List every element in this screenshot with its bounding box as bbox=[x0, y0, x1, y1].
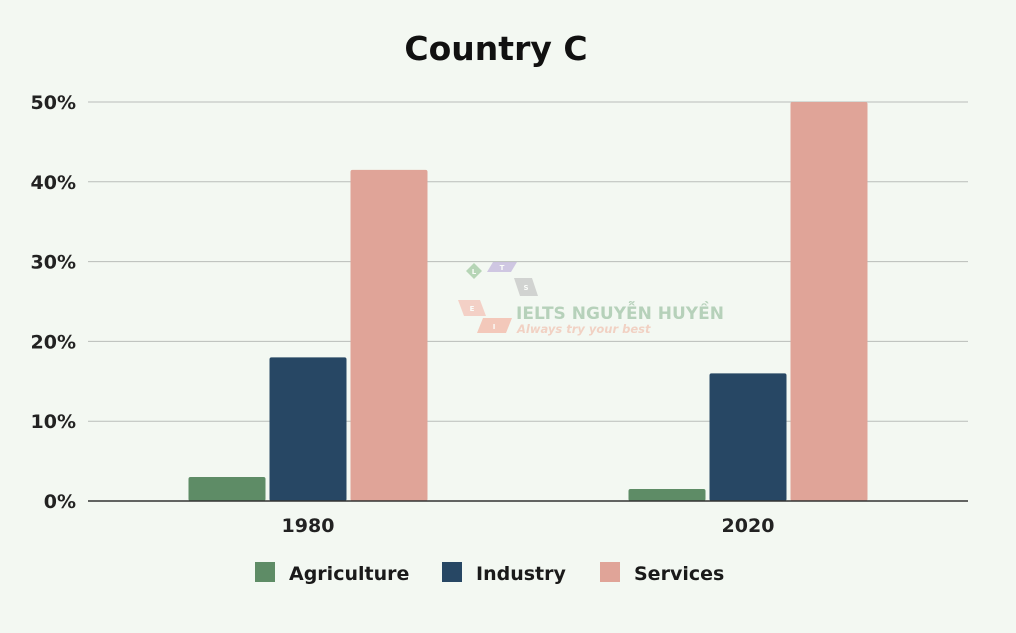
legend-label-industry: Industry bbox=[476, 563, 566, 585]
watermark-shape-t bbox=[487, 262, 517, 272]
watermark-slogan: Always try your best bbox=[516, 322, 651, 336]
watermark-shape-i bbox=[477, 318, 512, 333]
watermark-letter-e: E bbox=[470, 305, 475, 313]
x-tick-label: 1980 bbox=[282, 515, 335, 537]
y-tick-label: 0% bbox=[44, 491, 76, 513]
bar-agriculture-2020 bbox=[628, 489, 706, 501]
legend-swatch-services bbox=[600, 562, 620, 582]
y-tick-label: 40% bbox=[31, 172, 76, 194]
x-tick-label: 2020 bbox=[722, 515, 775, 537]
bar-industry-1980 bbox=[269, 357, 347, 501]
chart-title: Country C bbox=[404, 29, 587, 68]
x-axis-ticks: 1980 2020 bbox=[282, 515, 775, 537]
bar-industry-2020 bbox=[709, 373, 787, 501]
legend-swatch-industry bbox=[442, 562, 462, 582]
legend: Agriculture Industry Services bbox=[255, 562, 724, 585]
y-tick-label: 20% bbox=[31, 331, 76, 353]
y-axis-ticks: 0% 10% 20% 30% 40% 50% bbox=[31, 92, 76, 513]
bar-services-1980 bbox=[350, 169, 428, 501]
bar-services-2020 bbox=[790, 102, 868, 501]
watermark-letter-i: I bbox=[493, 323, 496, 331]
y-tick-label: 50% bbox=[31, 92, 76, 114]
bar-agriculture-1980 bbox=[188, 477, 266, 501]
legend-label-services: Services bbox=[634, 563, 724, 585]
y-tick-label: 30% bbox=[31, 252, 76, 274]
watermark-brand: IELTS NGUYỄN HUYỀN bbox=[516, 299, 724, 324]
y-tick-label: 10% bbox=[31, 411, 76, 433]
watermark-shape-s bbox=[514, 278, 538, 296]
legend-swatch-agriculture bbox=[255, 562, 275, 582]
legend-label-agriculture: Agriculture bbox=[289, 563, 409, 585]
watermark-shape-e bbox=[458, 300, 486, 316]
watermark-letter-t: T bbox=[500, 264, 505, 272]
watermark-shape-l bbox=[466, 263, 482, 279]
watermark-letter-l: L bbox=[472, 268, 477, 276]
watermark-letter-s: S bbox=[523, 284, 528, 292]
watermark-logo: L T S E I IELTS NGUYỄN HUYỀN Always try … bbox=[458, 262, 724, 336]
bars bbox=[188, 102, 868, 501]
